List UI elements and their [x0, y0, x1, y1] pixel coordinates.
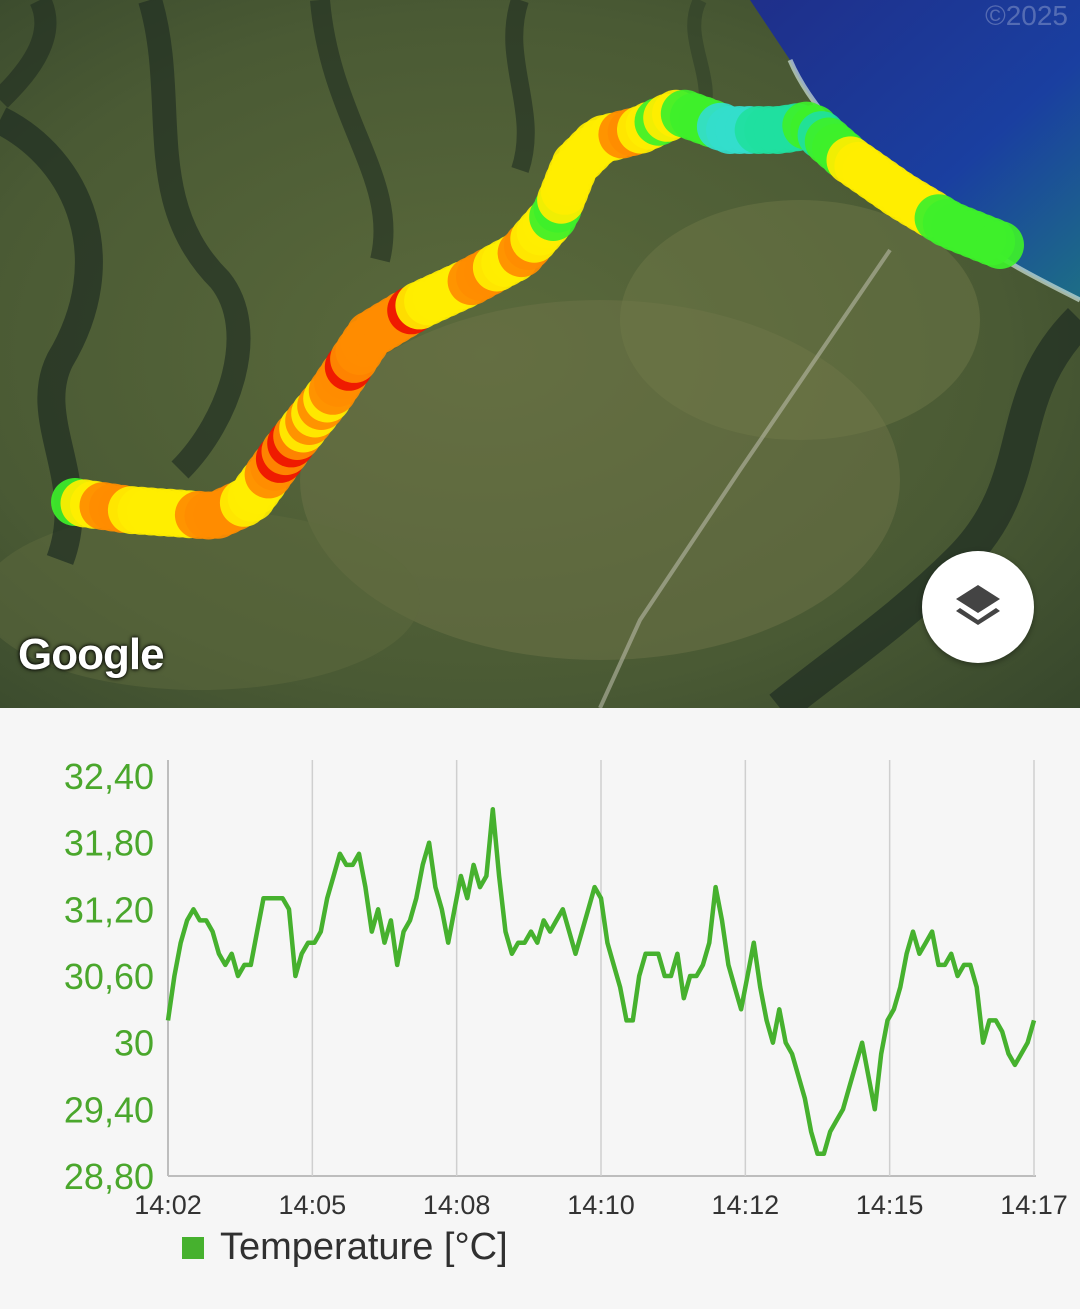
- line-chart: 14:02 14:05 14:08 14:10 14:12 14:15 14:17 32,40…: [64, 756, 1068, 1220]
- y-tick-label: 31,20: [64, 889, 154, 930]
- y-tick-label: 32,40: [64, 756, 154, 797]
- route-track: [51, 89, 1024, 540]
- satellite-imagery: [0, 0, 1080, 708]
- x-tick-label: 14:08: [423, 1190, 491, 1220]
- route-point: [976, 221, 1024, 269]
- y-tick-label: 31,80: [64, 823, 154, 864]
- x-tick-label: 14:17: [1000, 1190, 1068, 1220]
- y-tick-label: 29,40: [64, 1089, 154, 1130]
- x-tick-label: 14:02: [134, 1190, 202, 1220]
- google-logo: Google: [18, 630, 165, 679]
- legend-swatch: [182, 1236, 204, 1259]
- temperature-series-line: [165, 807, 1037, 1157]
- x-tick-label: 14:15: [856, 1190, 924, 1220]
- layers-button[interactable]: [922, 551, 1034, 663]
- y-tick-label: 30: [114, 1023, 154, 1064]
- y-tick-label: 28,80: [64, 1156, 154, 1197]
- x-tick-label: 14:10: [567, 1190, 635, 1220]
- y-tick-label: 30,60: [64, 956, 154, 997]
- x-tick-label: 14:12: [712, 1190, 780, 1220]
- map-view[interactable]: ©2025 Google: [0, 0, 1080, 708]
- temperature-chart: 14:02 14:05 14:08 14:10 14:12 14:15 14:17 32,40…: [0, 708, 1080, 1309]
- map-copyright: ©2025: [985, 0, 1068, 31]
- layers-icon: [956, 585, 1000, 625]
- x-tick-label: 14:05: [279, 1190, 347, 1220]
- chart-legend: Temperature [°C]: [182, 1226, 508, 1269]
- legend-label: Temperature [°C]: [220, 1226, 508, 1268]
